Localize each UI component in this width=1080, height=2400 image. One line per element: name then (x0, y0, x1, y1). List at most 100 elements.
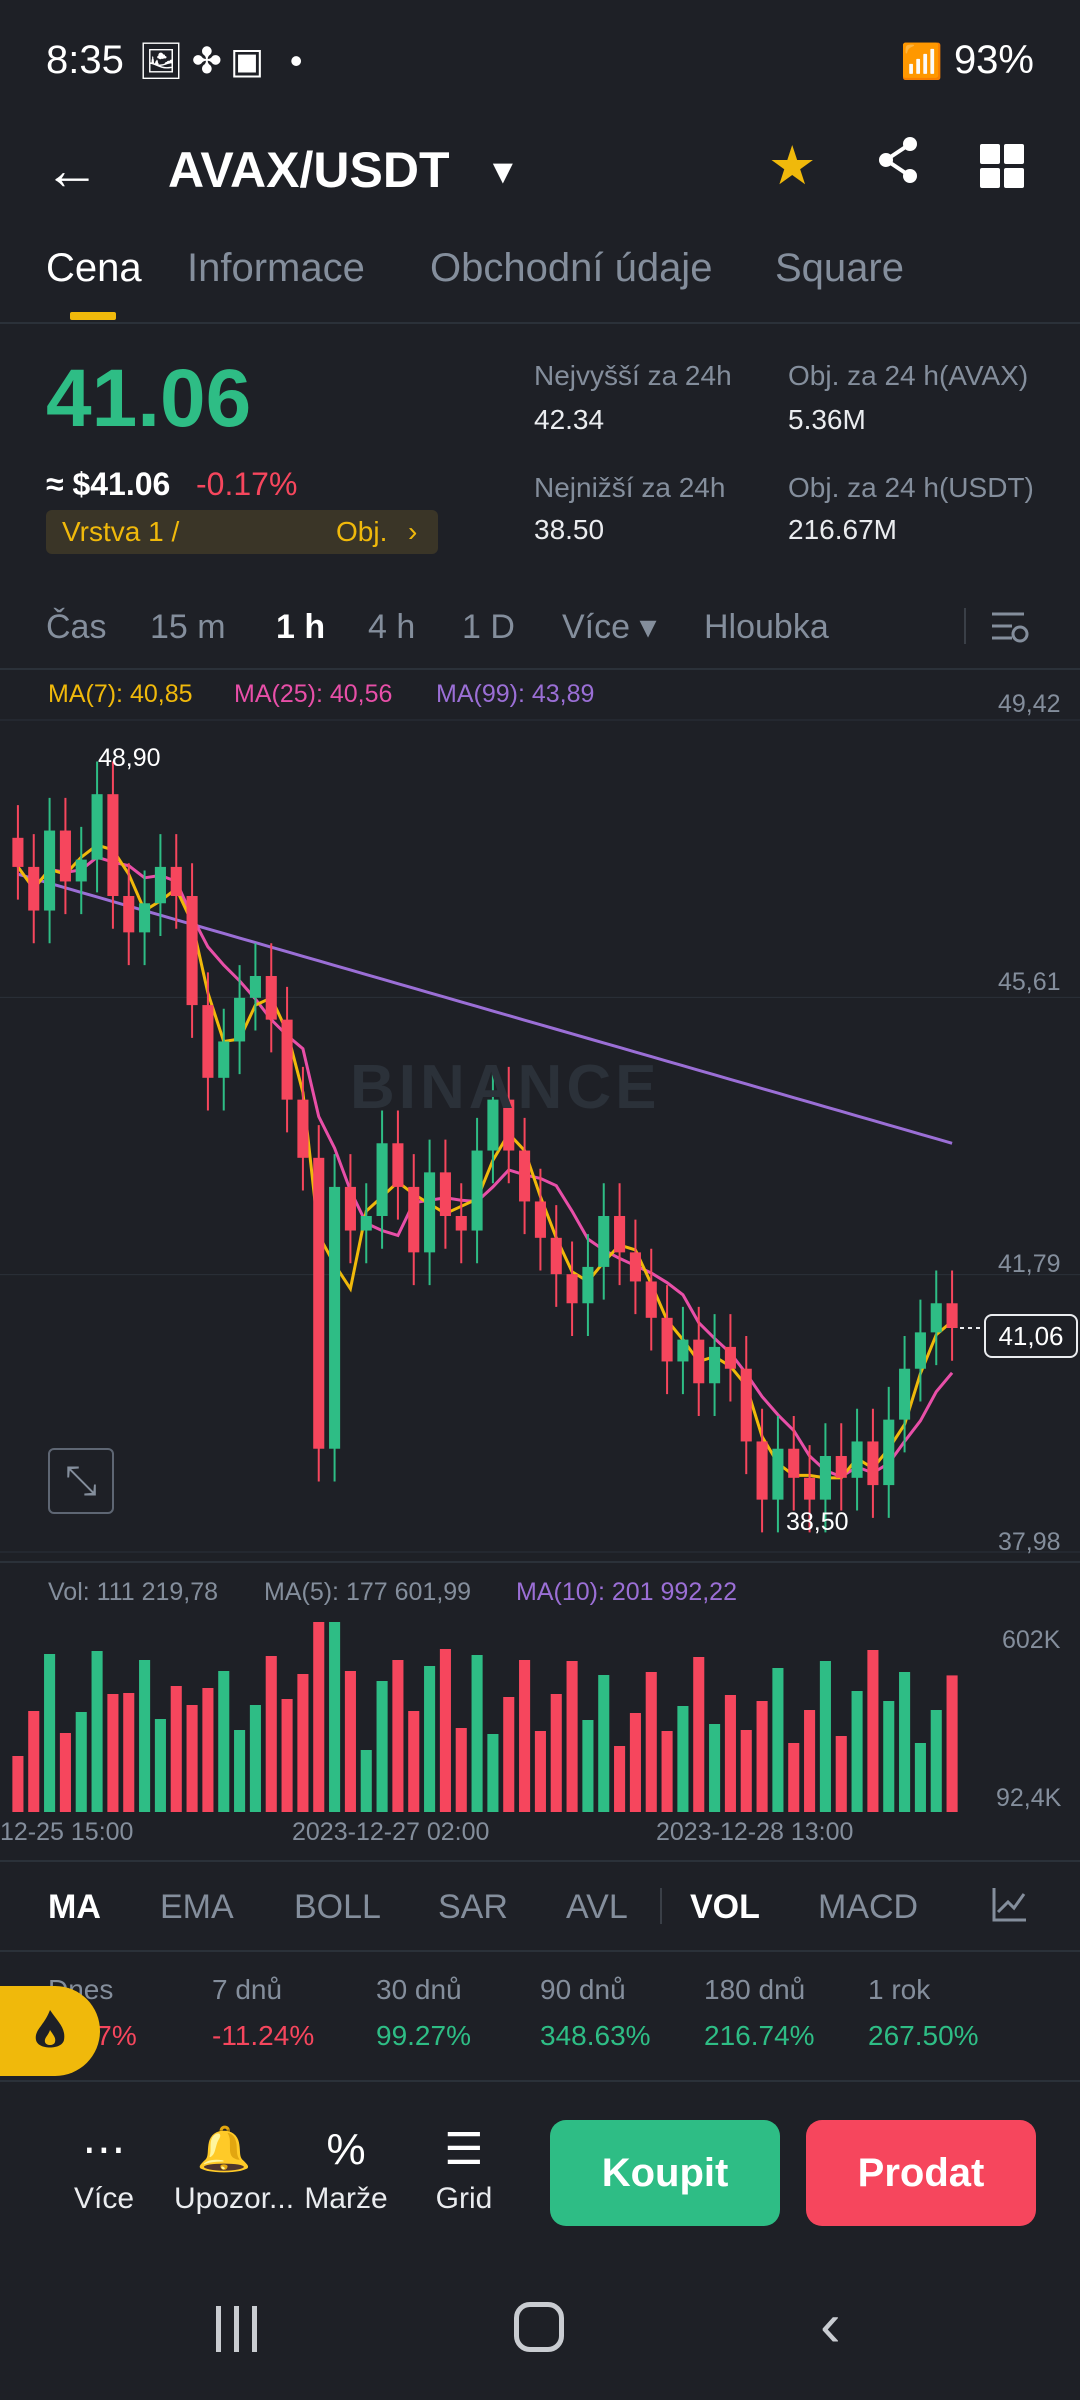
volume-bar (455, 1728, 467, 1812)
current-price-marker: 41,06 (984, 1314, 1078, 1358)
alerts-label: Upozor... (174, 2182, 295, 2215)
obj-label: Obj. (336, 516, 388, 547)
recents-icon[interactable] (212, 2306, 262, 2356)
candle-body (123, 896, 135, 933)
tf-15m[interactable]: 15 m (150, 608, 226, 646)
volume-bar (170, 1686, 182, 1812)
volume-bar (91, 1651, 103, 1812)
chevron-right-icon: › (408, 516, 418, 547)
candle-body (582, 1266, 594, 1304)
chart-area[interactable]: MA(7): 40,85 MA(25): 40,56 MA(99): 43,89… (0, 672, 1080, 1860)
volume-bar (28, 1711, 40, 1812)
candle-body (28, 866, 40, 911)
tf-more[interactable]: Více ▾ (562, 608, 657, 646)
category-tag[interactable]: Vrstva 1 / Obj. › (46, 510, 438, 554)
back-arrow-icon[interactable]: ← (44, 138, 100, 201)
candle-body (724, 1346, 736, 1369)
indicator-vol[interactable]: VOL (690, 1888, 760, 1926)
grid-button[interactable]: ☰ Grid (414, 2122, 514, 2216)
volume-bar (139, 1660, 151, 1812)
candle-body (788, 1448, 800, 1478)
volume-bar (756, 1701, 768, 1812)
indicator-boll[interactable]: BOLL (294, 1888, 381, 1926)
candle-body (835, 1456, 847, 1478)
volume-bar (851, 1691, 863, 1812)
volume-bar (519, 1660, 531, 1812)
candle-body (804, 1477, 816, 1500)
indicator-sar[interactable]: SAR (438, 1888, 508, 1926)
candle-body (44, 830, 56, 911)
vol-axis-bottom: 92,4K (996, 1784, 1062, 1812)
home-icon[interactable] (514, 2302, 564, 2352)
volume-bar (788, 1743, 800, 1812)
tf-4h[interactable]: 4 h (368, 608, 416, 646)
wifi-icon: 📶 (900, 43, 943, 81)
volume-bar (629, 1713, 641, 1812)
tf-depth[interactable]: Hloubka (704, 608, 829, 646)
nav-back-icon[interactable]: ‹ (820, 2291, 841, 2360)
indicator-settings-icon[interactable] (990, 1884, 1030, 1929)
perf-value-1y: 267.50% (868, 2020, 979, 2051)
expand-chart-icon[interactable]: ⤡ (48, 1448, 114, 1514)
perf-value-30d: 99.27% (376, 2020, 471, 2051)
indicator-ma[interactable]: MA (48, 1888, 101, 1926)
volume-bar (202, 1688, 214, 1812)
volume-bar (281, 1699, 293, 1812)
volume-bar (360, 1750, 372, 1812)
share-icon[interactable] (876, 136, 920, 197)
sell-button[interactable]: Prodat (806, 2120, 1036, 2226)
pair-title[interactable]: AVAX/USDT (168, 142, 450, 198)
chart-settings-icon[interactable] (990, 606, 1030, 650)
candle-body (677, 1339, 689, 1362)
layout-grid-icon[interactable] (980, 144, 1026, 190)
indicator-ema[interactable]: EMA (160, 1888, 234, 1926)
floating-flame-button[interactable] (0, 1986, 100, 2076)
candle-body (661, 1317, 673, 1362)
chart-settings-icon-svg (992, 612, 1029, 643)
perf-label-30d: 30 dnů (376, 1974, 462, 2005)
candle-body (439, 1172, 451, 1216)
candle-body (91, 794, 103, 860)
ma99-legend: MA(99): 43,89 (436, 680, 595, 708)
candle-body (946, 1303, 958, 1328)
volume-bar (772, 1668, 784, 1812)
margin-button[interactable]: % Marže (296, 2122, 396, 2216)
divider (964, 608, 966, 644)
vol-ma10-legend: MA(10): 201 992,22 (516, 1578, 737, 1606)
price-change: -0.17% (196, 466, 298, 502)
favorite-star-icon[interactable]: ★ (768, 136, 817, 196)
tab-trading-data[interactable]: Obchodní údaje (430, 246, 713, 290)
ma99-line (17, 872, 953, 1145)
perf-label-1y: 1 rok (868, 1974, 931, 2005)
candlestick-chart[interactable] (0, 672, 1080, 1860)
volume-bar (313, 1622, 325, 1812)
tab-info[interactable]: Informace (187, 246, 365, 290)
tf-1h[interactable]: 1 h (276, 608, 326, 646)
tab-square[interactable]: Square (775, 246, 904, 290)
indicator-macd[interactable]: MACD (818, 1888, 919, 1926)
bottom-action-bar: ⋯ Více 🔔 Upozor... % Marže ☰ Grid Koupit… (0, 2082, 1080, 2282)
pair-dropdown-caret-icon[interactable]: ▼ (486, 153, 520, 191)
volume-bar (867, 1650, 879, 1812)
indicator-avl[interactable]: AVL (566, 1888, 628, 1926)
divider (660, 1888, 662, 1924)
tf-1d[interactable]: 1 D (462, 608, 515, 646)
volume-bar (439, 1649, 451, 1812)
buy-button[interactable]: Koupit (550, 2120, 780, 2226)
volume-bar (598, 1675, 610, 1812)
more-button[interactable]: ⋯ Více (54, 2122, 154, 2216)
candle-body (107, 794, 119, 896)
alerts-button[interactable]: 🔔 Upozor... (174, 2122, 295, 2216)
main-tabs: Cena Informace Obchodní údaje Square (0, 240, 1080, 324)
candle-body (297, 1099, 309, 1158)
perf-value-7d: -11.24% (212, 2020, 315, 2051)
candle-body (614, 1216, 626, 1253)
candle-body (471, 1150, 483, 1231)
candle-body (75, 859, 87, 882)
battery-indicator: 📶 93% (900, 38, 1034, 83)
volume-bar (645, 1672, 657, 1812)
volume-bar (297, 1674, 309, 1812)
tab-price[interactable]: Cena (46, 246, 142, 290)
tf-line[interactable]: Čas (46, 608, 107, 646)
volume-bar (376, 1681, 388, 1812)
